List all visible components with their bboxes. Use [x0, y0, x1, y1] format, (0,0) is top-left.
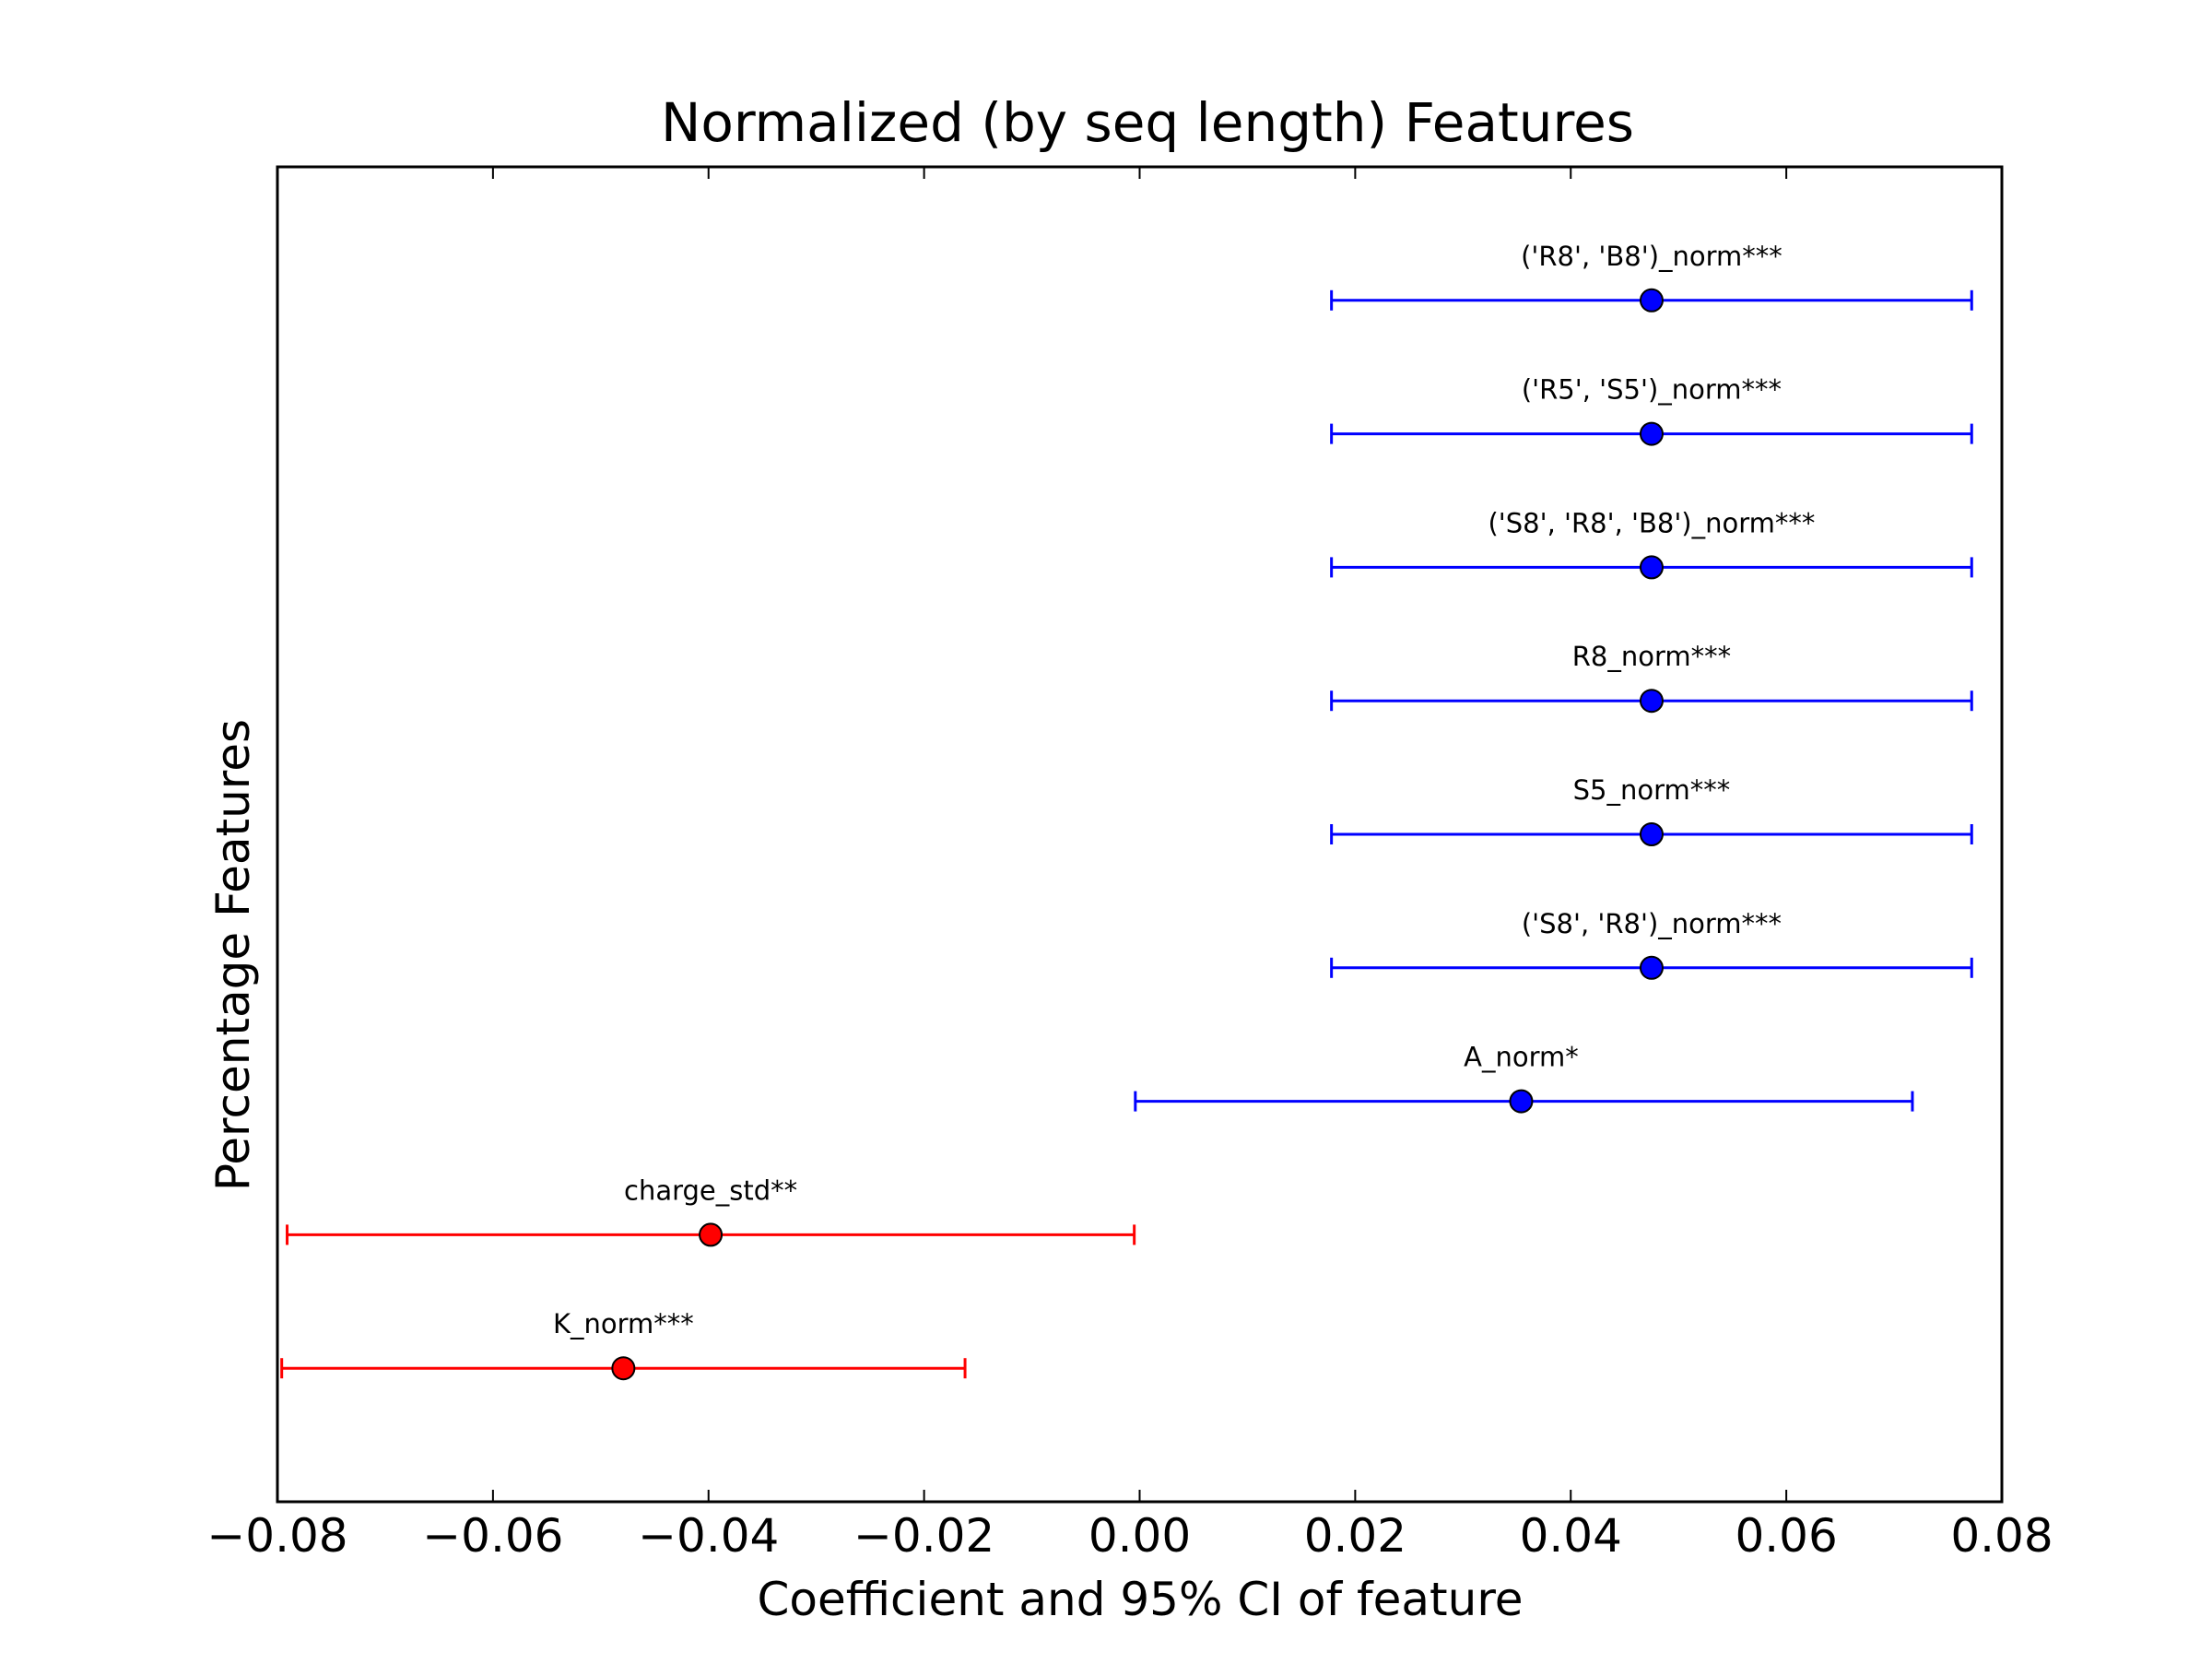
feature-label: ('R8', 'B8')_norm*** [1521, 241, 1783, 272]
coef-point [1639, 689, 1664, 714]
feature-row: A_norm* [1134, 1042, 1914, 1114]
feature-label: ('S8', 'R8')_norm*** [1522, 908, 1782, 939]
x-tick-label: 0.00 [1088, 1509, 1191, 1563]
plot-frame [276, 165, 2004, 1504]
feature-label: S5_norm*** [1573, 774, 1731, 806]
feature-row: charge_std** [286, 1174, 1136, 1247]
coef-point [699, 1222, 724, 1247]
feature-row: ('R5', 'S5')_norm*** [1330, 374, 1973, 446]
plot-area: ('R8', 'B8')_norm*** ('R5', 'S5')_norm***… [280, 241, 1973, 1381]
feature-label: charge_std** [624, 1174, 797, 1206]
coef-point [1509, 1089, 1534, 1114]
feature-label: R8_norm*** [1572, 641, 1731, 672]
feature-label: K_norm*** [553, 1308, 694, 1339]
coef-point [611, 1356, 636, 1381]
y-axis-label: Percentage Features [206, 719, 260, 1191]
x-tick-label: 0.04 [1520, 1509, 1622, 1563]
feature-row: R8_norm*** [1330, 641, 1973, 714]
x-tick-label: 0.02 [1304, 1509, 1406, 1563]
x-tick-label: −0.06 [422, 1509, 563, 1563]
coef-point [1639, 555, 1664, 580]
x-tick-label: −0.04 [638, 1509, 779, 1563]
coef-point [1639, 421, 1664, 446]
feature-label: ('R5', 'S5')_norm*** [1522, 374, 1782, 406]
x-tick-label: 0.08 [1950, 1509, 2053, 1563]
x-axis-ticks: −0.08 −0.06 −0.04 −0.02 0.00 0.02 0.04 0.06 0.08 [206, 167, 2053, 1563]
feature-row: S5_norm*** [1330, 774, 1973, 846]
x-tick-label: −0.02 [853, 1509, 994, 1563]
x-tick-label: 0.06 [1735, 1509, 1837, 1563]
coef-point [1639, 955, 1664, 980]
coef-point [1639, 288, 1664, 313]
feature-row: ('R8', 'B8')_norm*** [1330, 241, 1973, 313]
feature-label: ('S8', 'R8', 'B8')_norm*** [1488, 507, 1815, 538]
coef-point [1639, 822, 1664, 846]
x-axis-label: Coefficient and 95% CI of feature [757, 1573, 1523, 1626]
feature-label: A_norm* [1464, 1042, 1579, 1073]
feature-row: K_norm*** [280, 1308, 967, 1381]
feature-row: ('S8', 'R8')_norm*** [1330, 908, 1973, 980]
x-tick-label: −0.08 [206, 1509, 347, 1563]
chart-title: Normalized (by seq length) Features [661, 91, 1634, 154]
feature-row: ('S8', 'R8', 'B8')_norm*** [1330, 507, 1973, 580]
